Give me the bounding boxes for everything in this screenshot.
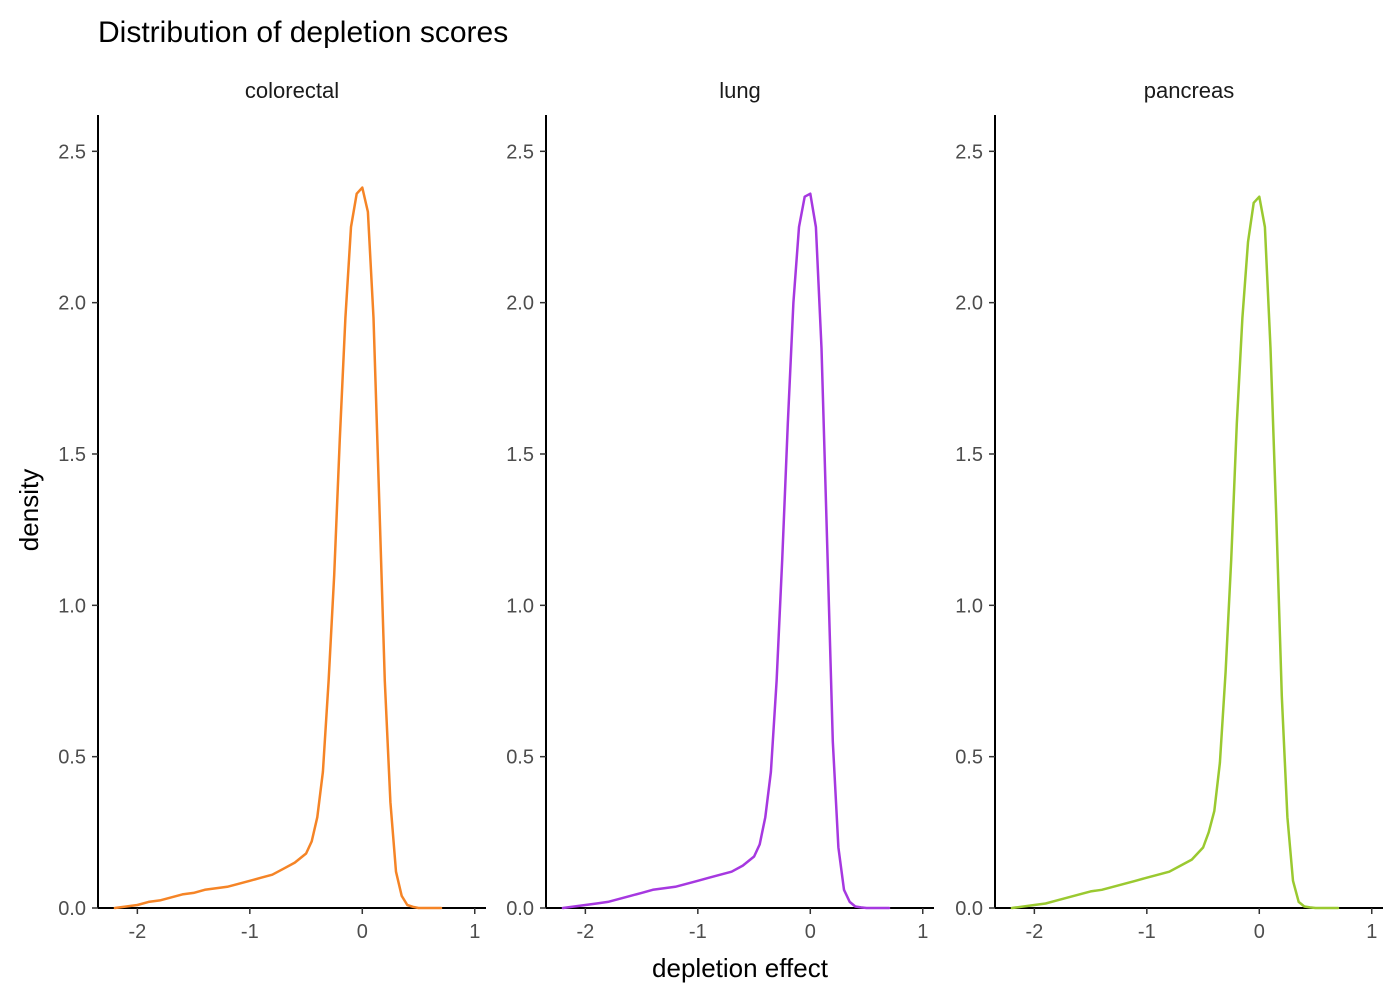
x-tick-label: 1: [1366, 921, 1377, 943]
y-tick-label: 1.5: [955, 444, 983, 466]
x-tick-label: -1: [689, 921, 707, 943]
y-tick-label: 0.0: [58, 898, 86, 920]
y-tick-label: 2.0: [955, 293, 983, 315]
x-tick-label: 0: [805, 921, 816, 943]
y-tick-label: 2.0: [58, 293, 86, 315]
chart-title: Distribution of depletion scores: [98, 16, 508, 49]
x-tick-label: -1: [241, 921, 259, 943]
x-axis-title: depletion effect: [652, 953, 829, 983]
x-tick-label: -2: [576, 921, 594, 943]
panel-strip-label: pancreas: [1144, 78, 1235, 103]
y-tick-label: 0.0: [955, 898, 983, 920]
y-axis-title: density: [14, 469, 44, 551]
y-tick-label: 0.5: [58, 747, 86, 769]
x-tick-label: -1: [1138, 921, 1156, 943]
x-tick-label: 1: [917, 921, 928, 943]
panel-strip-label: lung: [719, 78, 761, 103]
y-tick-label: 1.0: [58, 595, 86, 617]
y-tick-label: 0.0: [506, 898, 534, 920]
y-tick-label: 1.0: [506, 595, 534, 617]
density-line-lung: [561, 192, 891, 910]
panel-lung: lung 0.0 0.5 1.0 1.5 2.0 2.5 -2 -1 0 1: [506, 78, 934, 943]
panel-strip-label: colorectal: [245, 78, 339, 103]
x-tick-label: 0: [1254, 921, 1265, 943]
panel-colorectal: colorectal 0.0 0.5 1.0 1.5 2.0 2.5 -2 -1 0 1: [58, 78, 486, 943]
density-line-colorectal: [113, 186, 443, 910]
y-tick-label: 1.5: [506, 444, 534, 466]
x-tick-label: -2: [1025, 921, 1043, 943]
y-tick-label: 0.5: [506, 747, 534, 769]
y-tick-label: 2.0: [506, 293, 534, 315]
y-tick-label: 2.5: [506, 141, 534, 163]
y-tick-label: 0.5: [955, 747, 983, 769]
x-tick-label: -2: [128, 921, 146, 943]
y-tick-label: 2.5: [955, 141, 983, 163]
panel-pancreas: pancreas 0.0 0.5 1.0 1.5 2.0 2.5 -2 -1 0 1: [955, 78, 1383, 943]
x-tick-label: 0: [357, 921, 368, 943]
y-tick-label: 1.5: [58, 444, 86, 466]
facet-panels: colorectal 0.0 0.5 1.0 1.5 2.0 2.5 -2 -1 0 1 lung 0.…: [58, 78, 1383, 943]
y-tick-label: 2.5: [58, 141, 86, 163]
density-line-pancreas: [1010, 195, 1340, 910]
x-tick-label: 1: [469, 921, 480, 943]
y-tick-label: 1.0: [955, 595, 983, 617]
